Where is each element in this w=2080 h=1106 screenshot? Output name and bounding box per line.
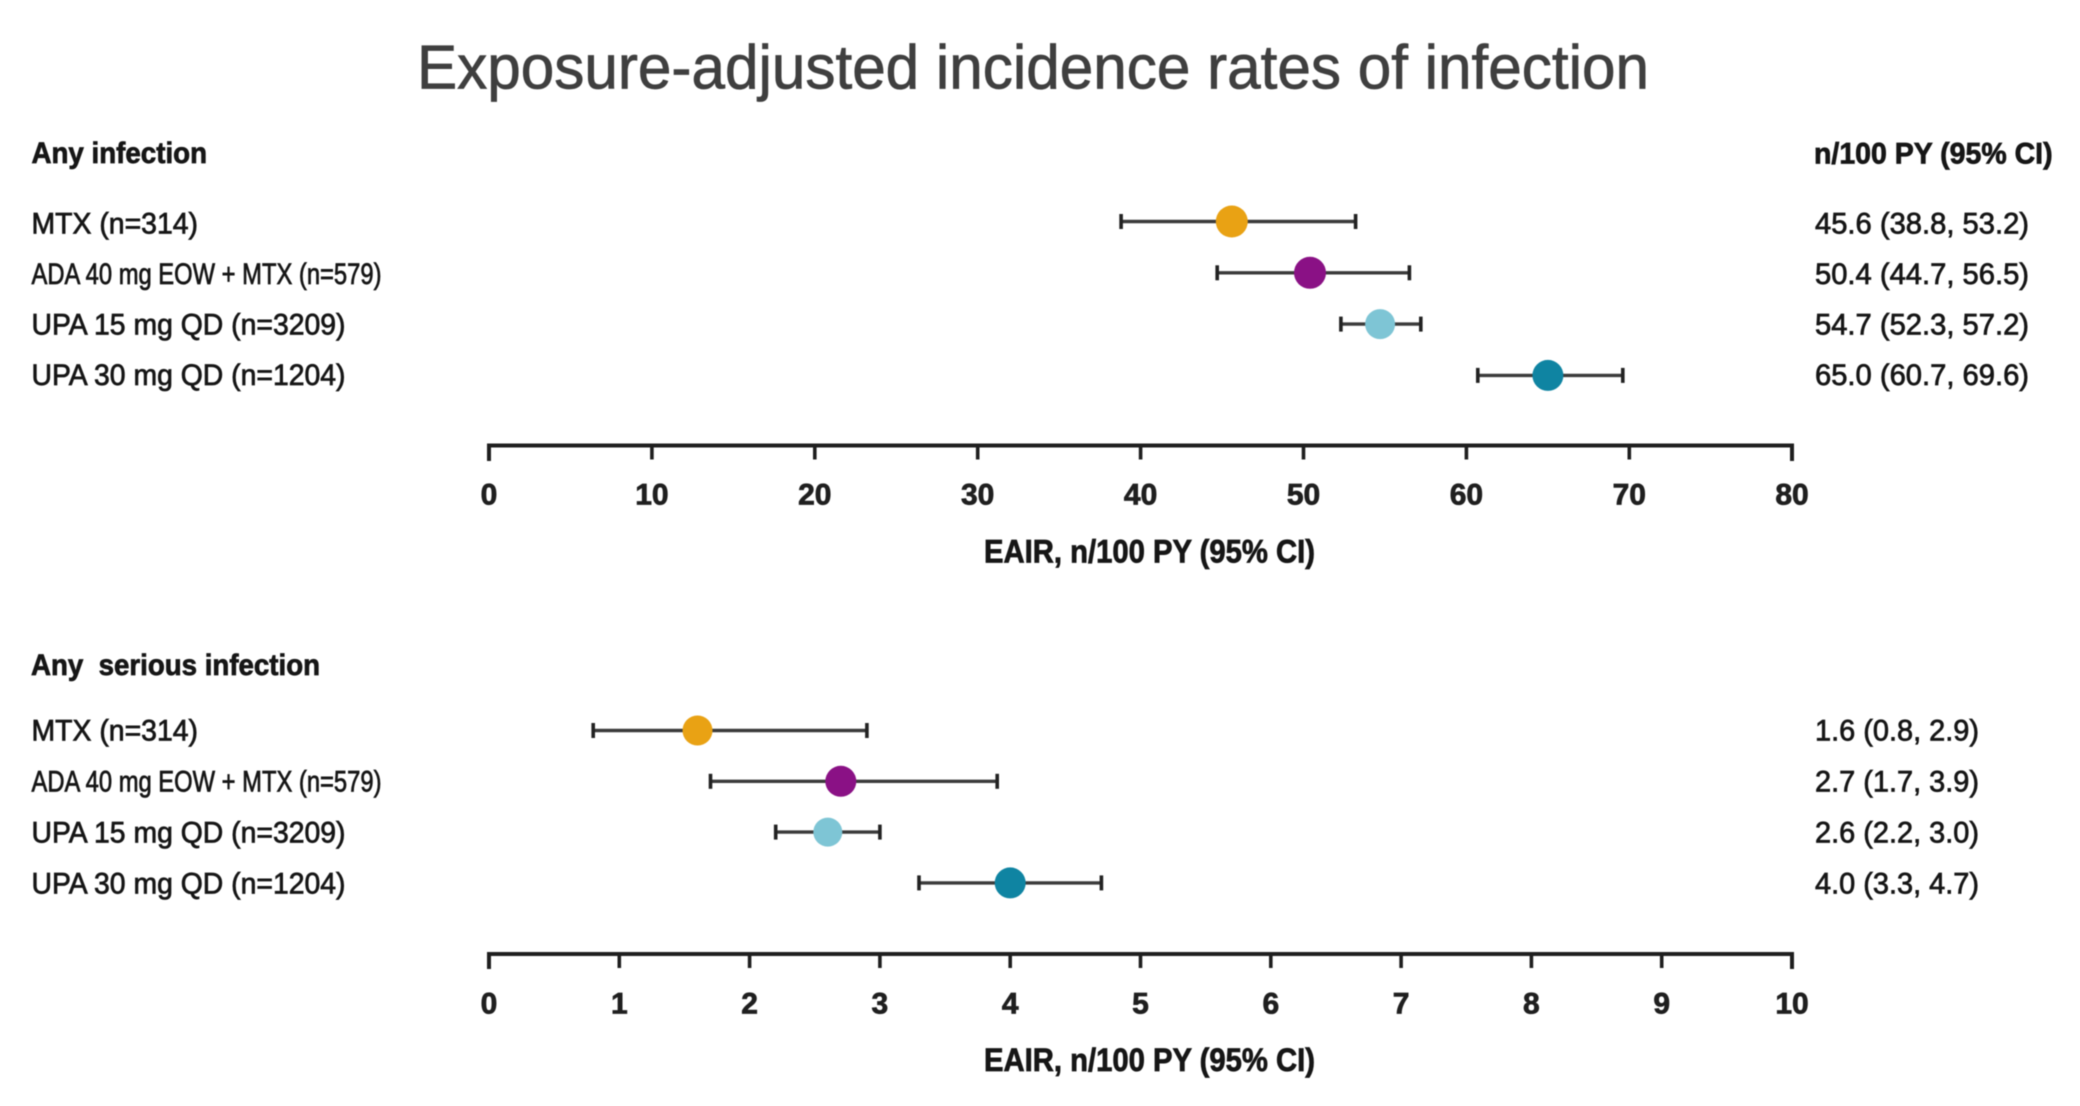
svg-text:10: 10	[635, 479, 668, 512]
svg-text:Any infection: Any infection	[32, 137, 208, 170]
svg-text:EAIR, n/100 PY (95% CI): EAIR, n/100 PY (95% CI)	[984, 1042, 1315, 1078]
svg-text:UPA 30 mg QD (n=1204): UPA 30 mg QD (n=1204)	[32, 867, 346, 900]
svg-text:7: 7	[1393, 988, 1410, 1021]
svg-text:0: 0	[481, 988, 498, 1021]
svg-text:3: 3	[872, 988, 889, 1021]
svg-text:6: 6	[1262, 988, 1279, 1021]
svg-text:4.0 (3.3, 4.7): 4.0 (3.3, 4.7)	[1815, 867, 1979, 900]
svg-text:65.0 (60.7, 69.6): 65.0 (60.7, 69.6)	[1815, 359, 2029, 392]
svg-text:45.6 (38.8, 53.2): 45.6 (38.8, 53.2)	[1815, 208, 2029, 241]
svg-text:UPA 15 mg QD (n=3209): UPA 15 mg QD (n=3209)	[32, 309, 346, 342]
svg-text:20: 20	[798, 479, 831, 512]
svg-text:MTX (n=314): MTX (n=314)	[32, 208, 199, 241]
svg-text:40: 40	[1124, 479, 1157, 512]
svg-text:MTX (n=314): MTX (n=314)	[32, 714, 199, 747]
svg-text:n/100 PY (95% CI): n/100 PY (95% CI)	[1814, 138, 2053, 171]
svg-text:5: 5	[1132, 988, 1149, 1021]
svg-text:ADA 40 mg EOW + MTX (n=579): ADA 40 mg EOW + MTX (n=579)	[32, 258, 382, 291]
svg-text:1: 1	[611, 988, 628, 1021]
svg-text:80: 80	[1775, 479, 1808, 512]
svg-text:8: 8	[1523, 988, 1540, 1021]
svg-text:10: 10	[1775, 988, 1808, 1021]
svg-text:50: 50	[1287, 479, 1320, 512]
svg-text:54.7 (52.3, 57.2): 54.7 (52.3, 57.2)	[1815, 309, 2029, 342]
svg-text:9: 9	[1653, 988, 1670, 1021]
svg-text:70: 70	[1613, 479, 1646, 512]
svg-text:Any serious infection: Any serious infection	[31, 649, 320, 682]
svg-text:50.4 (44.7, 56.5): 50.4 (44.7, 56.5)	[1815, 258, 2029, 291]
svg-text:60: 60	[1450, 479, 1483, 512]
svg-text:UPA 15 mg QD (n=3209): UPA 15 mg QD (n=3209)	[32, 816, 346, 849]
svg-text:2.6 (2.2, 3.0): 2.6 (2.2, 3.0)	[1815, 816, 1979, 849]
svg-text:4: 4	[1002, 988, 1019, 1021]
svg-text:Exposure-adjusted incidence ra: Exposure-adjusted incidence rates of inf…	[417, 34, 1649, 103]
svg-text:30: 30	[961, 479, 994, 512]
svg-text:ADA 40 mg EOW + MTX (n=579): ADA 40 mg EOW + MTX (n=579)	[32, 765, 382, 798]
svg-text:1.6 (0.8, 2.9): 1.6 (0.8, 2.9)	[1815, 714, 1979, 747]
svg-text:2: 2	[741, 988, 758, 1021]
svg-text:0: 0	[481, 479, 498, 512]
svg-text:2.7 (1.7, 3.9): 2.7 (1.7, 3.9)	[1815, 765, 1979, 798]
svg-text:UPA 30 mg QD (n=1204): UPA 30 mg QD (n=1204)	[32, 359, 346, 392]
svg-text:EAIR, n/100 PY (95% CI): EAIR, n/100 PY (95% CI)	[984, 534, 1315, 570]
